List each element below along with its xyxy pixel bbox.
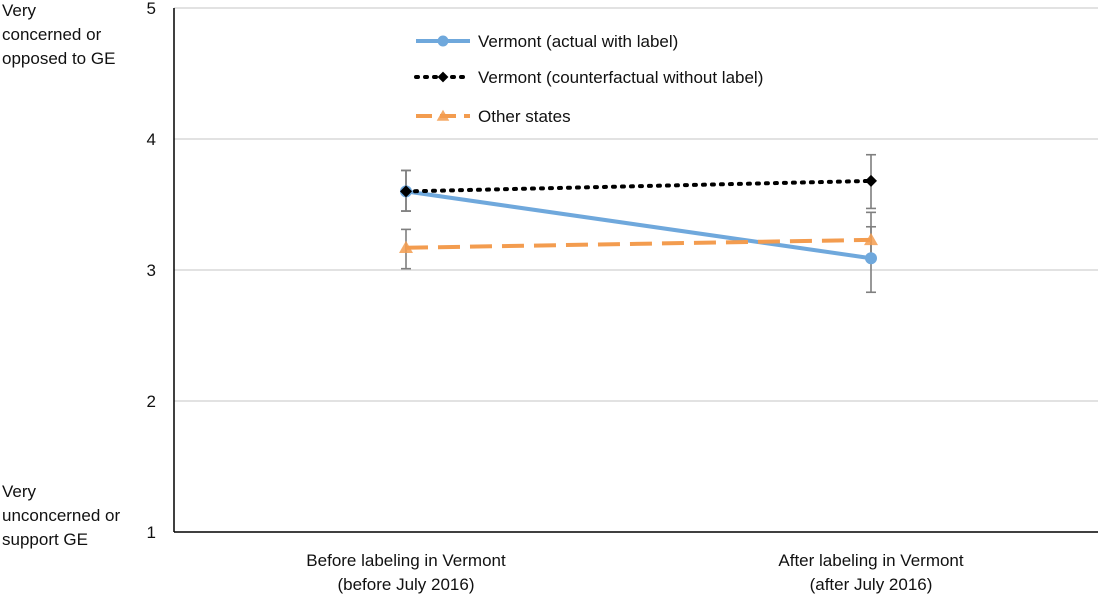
y-label-bottom-line: unconcerned or [2, 506, 120, 525]
data-point-diamond [865, 174, 877, 187]
axis-labels: 1 2 3 4 5 Very concerned or opposed to GE Very un… [2, 0, 964, 594]
data-point-diamond [400, 185, 412, 198]
legend-swatch-marker [436, 109, 450, 121]
y-tick-label-3: 3 [147, 261, 156, 280]
legend-swatch-marker [437, 35, 449, 47]
legend-swatch-marker [437, 71, 449, 83]
series-line-1 [404, 178, 873, 194]
y-label-bottom-line: support GE [2, 530, 88, 549]
data-markers [399, 174, 878, 265]
y-label-top-line: opposed to GE [2, 49, 115, 68]
x-tick-label: (after July 2016) [810, 575, 933, 594]
y-tick-label-4: 4 [147, 130, 156, 149]
series-lines [404, 178, 873, 261]
y-tick-label-5: 5 [147, 0, 156, 18]
series-line-0 [405, 189, 872, 261]
grid-lines [174, 7, 1098, 402]
series-line-2 [405, 237, 872, 250]
y-label-top-line: Very [2, 1, 37, 20]
axes [173, 8, 1098, 533]
legend: Vermont (actual with label) Vermont (coun… [414, 32, 763, 126]
y-label-top-line: concerned or [2, 25, 102, 44]
y-label-bottom-line: Very [2, 482, 37, 501]
data-point-circle [865, 252, 877, 265]
legend-label: Other states [478, 107, 571, 126]
legend-label: Vermont (counterfactual without label) [478, 68, 763, 87]
x-tick-label: (before July 2016) [337, 575, 474, 594]
data-point-triangle [399, 240, 413, 253]
y-tick-label-1: 1 [147, 523, 156, 542]
y-tick-label-2: 2 [147, 392, 156, 411]
data-point-triangle [864, 232, 878, 246]
x-tick-label: After labeling in Vermont [778, 551, 963, 570]
legend-label: Vermont (actual with label) [478, 32, 678, 51]
x-tick-label: Before labeling in Vermont [306, 551, 506, 570]
